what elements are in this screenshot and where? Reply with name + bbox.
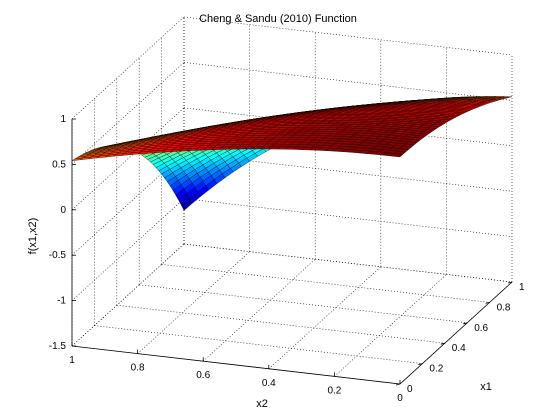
wall-gridline: [71, 243, 185, 347]
x1-tick-label: 0: [407, 384, 413, 395]
x1-tick: [418, 363, 423, 365]
x1-tick: [440, 342, 445, 345]
floor-gridline: [161, 264, 490, 303]
axes-grid: [71, 16, 513, 386]
x1-tick: [395, 383, 401, 386]
wall-gridline: [183, 198, 513, 237]
surface-patch: [71, 157, 84, 161]
x2-tick-label: 0.2: [327, 385, 341, 396]
z-tick-label: -1.5: [49, 341, 67, 352]
z-tick-label: 0.5: [52, 159, 66, 170]
wall-gridline: [183, 62, 513, 101]
x2-axis-label: x2: [256, 398, 268, 410]
x2-tick-label: 0: [397, 393, 403, 404]
x1-tick: [507, 281, 513, 284]
wall-gridline: [183, 243, 513, 283]
z-tick-label: -0.5: [49, 250, 67, 261]
x1-tick-label: 0.8: [497, 302, 511, 313]
chart-title: Cheng & Sandu (2010) Function: [199, 13, 357, 25]
z-tick-label: -1: [57, 296, 66, 307]
floor-gridline: [202, 258, 316, 362]
wall-gridline: [71, 16, 185, 120]
x1-tick-label: 0.6: [474, 323, 488, 334]
surface-mesh: [71, 96, 513, 211]
x2-axis-line: [71, 345, 401, 385]
wall-gridline: [71, 198, 185, 301]
floor-gridline: [137, 251, 250, 354]
wall-gridline: [183, 16, 513, 56]
x1-axis-line: [399, 281, 513, 385]
x2-tick-label: 0.8: [131, 363, 145, 374]
x2-tick-label: 0.6: [196, 370, 210, 381]
wall-gridline: [71, 107, 185, 211]
wall-gridline: [183, 152, 513, 192]
floor-gridline: [94, 325, 423, 364]
tick-labels: 10.80.60.40.2000.20.40.60.81-1.5-1-0.500…: [49, 114, 525, 404]
wall-gridline: [71, 62, 185, 165]
x2-tick-label: 0.4: [262, 378, 276, 389]
z-axis-label: f(x1,x2): [27, 218, 39, 255]
floor-gridline: [268, 266, 382, 370]
floor-gridline: [116, 304, 445, 344]
z-tick-label: 0: [60, 205, 66, 216]
x1-axis-label: x1: [480, 381, 492, 393]
x1-tick-label: 0.4: [452, 343, 466, 354]
x1-tick-label: 1: [519, 282, 525, 293]
x1-tick: [485, 302, 490, 304]
x1-tick: [463, 322, 468, 325]
floor-gridline: [334, 274, 447, 377]
x2-tick-label: 1: [69, 355, 75, 366]
z-tick-label: 1: [60, 114, 66, 125]
x1-tick-label: 0.2: [429, 364, 443, 375]
floor-gridline: [139, 284, 468, 324]
